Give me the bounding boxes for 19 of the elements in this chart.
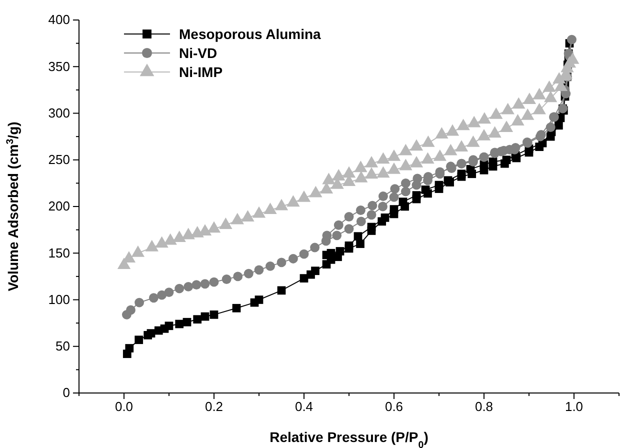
x-tick-label: 0.6 xyxy=(384,399,404,414)
y-tick-label: 400 xyxy=(48,12,70,28)
legend-label: Ni-IMP xyxy=(179,64,223,80)
x-tick-label: 0.4 xyxy=(294,399,314,414)
y-tick-label: 100 xyxy=(48,292,70,307)
x-tick-label: 0.2 xyxy=(204,399,224,414)
x-axis-title: Relative Pressure (P/P$_{0}$) xyxy=(270,429,428,448)
y-tick-label: 300 xyxy=(48,105,70,120)
x-tick-label: 0.0 xyxy=(114,399,134,414)
x-tick-label: 1.0 xyxy=(564,399,584,414)
x-tick-label: 0.8 xyxy=(474,399,494,414)
y-tick-label: 50 xyxy=(56,338,70,354)
y-tick-label: 250 xyxy=(48,152,70,168)
y-tick-label: 150 xyxy=(48,245,70,260)
y-tick-label: 200 xyxy=(48,198,70,214)
y-tick-label: 350 xyxy=(48,58,70,74)
legend-label: Ni-VD xyxy=(179,45,218,61)
legend-label: Mesoporous Alumina xyxy=(179,26,322,42)
y-tick-label: 0 xyxy=(62,385,70,400)
